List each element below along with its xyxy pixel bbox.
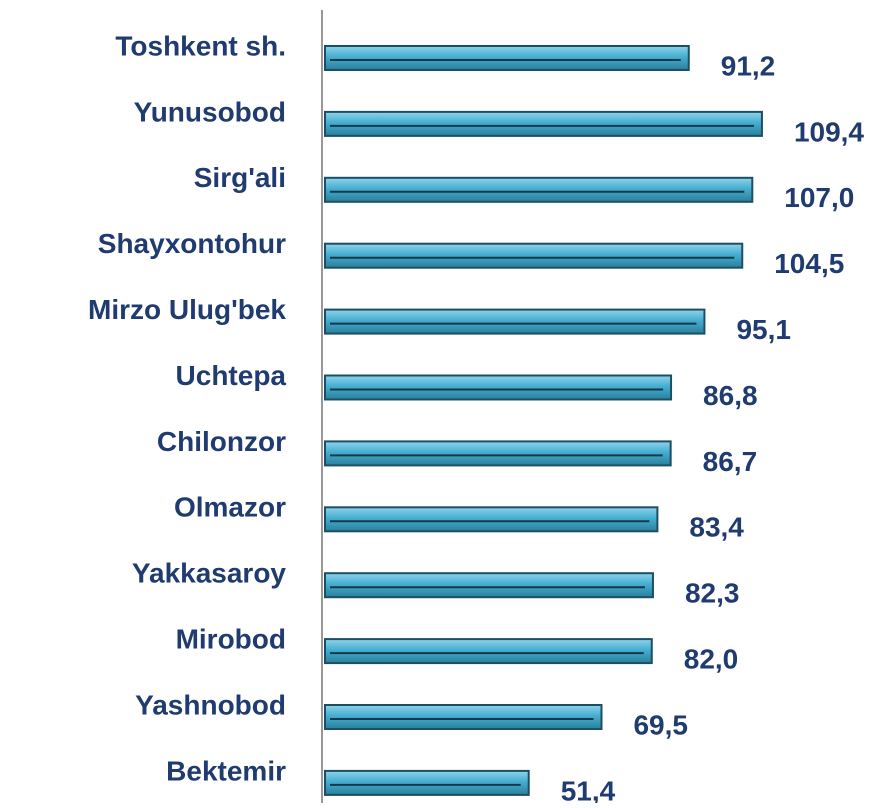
category-label: Yunusobod: [134, 96, 286, 127]
value-label: 82,0: [684, 643, 739, 674]
bar: [324, 769, 530, 796]
value-label: 69,5: [633, 709, 688, 740]
value-label: 109,4: [794, 116, 864, 147]
bar: [324, 45, 690, 71]
value-label: 91,2: [721, 50, 776, 81]
category-label: Shayxontohur: [98, 228, 286, 259]
bar: [324, 506, 659, 533]
value-label: 82,3: [685, 578, 740, 609]
category-label: Olmazor: [174, 492, 286, 523]
value-label: 107,0: [784, 182, 854, 213]
category-label: Yashnobod: [135, 689, 286, 720]
category-label: Toshkent sh.: [115, 30, 286, 61]
category-label: Uchtepa: [176, 360, 287, 391]
bar: [324, 638, 653, 665]
bar: [324, 374, 673, 401]
category-label: Yakkasaroy: [132, 558, 287, 589]
category-label: Chilonzor: [157, 426, 286, 457]
bar: [324, 308, 706, 335]
value-label: 51,4: [561, 775, 616, 803]
bar: [324, 704, 603, 730]
category-label: Mirzo Ulug'bek: [88, 294, 286, 325]
value-label: 104,5: [774, 248, 844, 279]
value-label: 86,7: [703, 446, 758, 477]
bar: [324, 242, 744, 269]
bar: [324, 110, 763, 137]
category-label: Mirobod: [176, 623, 286, 654]
value-label: 83,4: [689, 512, 744, 543]
category-label: Sirg'ali: [194, 162, 286, 193]
category-label: Bektemir: [166, 755, 286, 786]
value-label: 95,1: [736, 314, 791, 345]
bar: [324, 440, 672, 467]
bar: [324, 176, 754, 203]
bar: [324, 572, 654, 599]
value-label: 86,8: [703, 380, 758, 411]
